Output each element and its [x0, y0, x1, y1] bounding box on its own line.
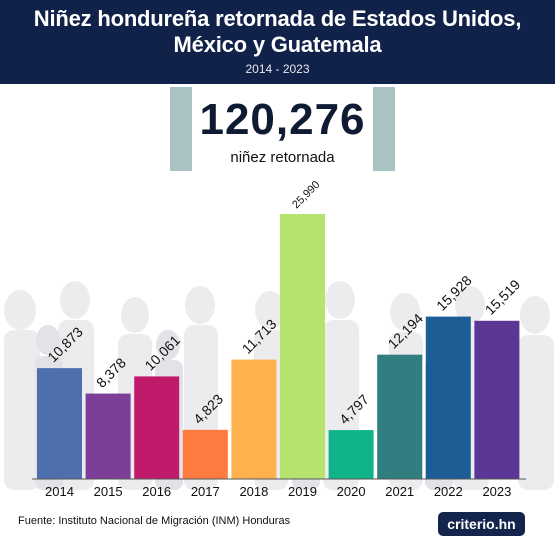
- bar-2014: [37, 368, 82, 479]
- title-line-2: México y Guatemala: [173, 32, 382, 57]
- bar-2017: [182, 429, 228, 479]
- bar-2018: [231, 359, 277, 479]
- value-label-2022: 15,928: [433, 272, 475, 314]
- x-tick-2018: 2018: [239, 484, 268, 499]
- source-note: Fuente: Instituto Nacional de Migración …: [18, 515, 291, 527]
- x-tick-2021: 2021: [385, 484, 414, 499]
- x-tick-2014: 2014: [45, 484, 74, 499]
- value-label-2015: 8,378: [93, 354, 129, 390]
- chart-title: Niñez hondureña retornada de Estados Uni…: [0, 6, 555, 58]
- value-label-2016: 10,061: [142, 332, 184, 374]
- bar-2020: [328, 430, 374, 479]
- chart-subtitle: 2014 - 2023: [245, 62, 310, 76]
- x-tick-2023: 2023: [482, 484, 511, 499]
- bar-2022: [425, 316, 471, 479]
- title-line-1: Niñez hondureña retornada de Estados Uni…: [33, 6, 522, 31]
- total-callout: 120,276 niñez retornada: [170, 87, 395, 171]
- total-value: 120,276: [199, 95, 366, 144]
- bar-2021: [377, 354, 423, 479]
- bar-2015: [85, 393, 131, 479]
- value-label-2023: 15,519: [482, 276, 524, 318]
- bar-2019: [280, 214, 325, 479]
- value-label-2021: 12,194: [385, 310, 427, 352]
- x-tick-2019: 2019: [288, 484, 317, 499]
- callout-left-accent: [170, 87, 192, 171]
- value-label-2020: 4,797: [336, 391, 372, 427]
- value-label-2019: 25,990: [290, 179, 322, 211]
- x-tick-2015: 2015: [94, 484, 123, 499]
- x-tick-2022: 2022: [434, 484, 463, 499]
- value-label-2017: 4,823: [190, 391, 226, 427]
- x-tick-2016: 2016: [142, 484, 171, 499]
- x-tick-2020: 2020: [337, 484, 366, 499]
- value-label-2014: 10,873: [44, 324, 86, 366]
- x-tick-2017: 2017: [191, 484, 220, 499]
- bar-2023: [474, 320, 520, 479]
- brand-logo: criterio.hn: [438, 512, 525, 536]
- total-label: niñez retornada: [230, 149, 335, 166]
- callout-right-accent: [373, 87, 395, 171]
- value-label-2018: 11,713: [239, 316, 280, 357]
- bar-2016: [134, 376, 180, 479]
- header-banner: Niñez hondureña retornada de Estados Uni…: [0, 0, 555, 84]
